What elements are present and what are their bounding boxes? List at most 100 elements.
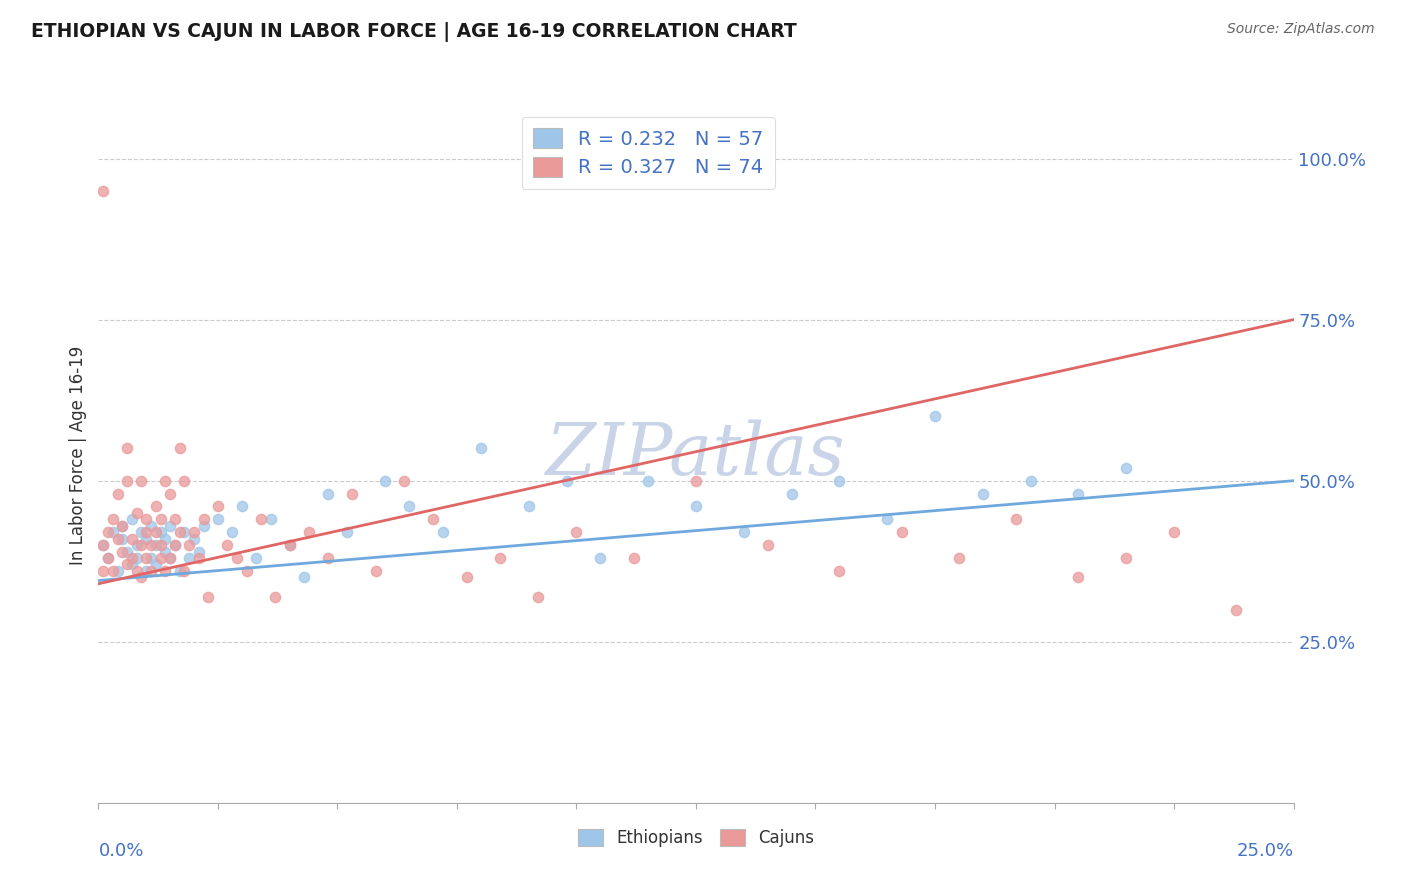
Point [187,544,209,558]
Point [489,551,512,566]
Point [685,474,707,488]
Point [139,564,162,578]
Text: 0.0%: 0.0% [98,842,143,860]
Point [149,551,172,566]
Point [565,525,588,540]
Point [1225,602,1247,616]
Point [107,564,129,578]
Point [155,532,177,546]
Point [173,474,195,488]
Point [948,551,970,566]
Point [924,409,946,424]
Point [149,512,172,526]
Point [890,525,912,540]
Point [155,544,177,558]
Point [101,564,124,578]
Point [115,558,138,572]
Point [207,500,229,514]
Point [163,512,186,526]
Point [159,551,181,566]
Point [733,525,755,540]
Point [972,486,994,500]
Point [131,474,153,488]
Point [163,538,186,552]
Point [637,474,659,488]
Point [179,551,201,566]
Point [131,570,153,584]
Point [149,538,172,552]
Point [207,512,229,526]
Point [111,518,134,533]
Point [139,551,162,566]
Point [828,474,851,488]
Point [169,525,191,540]
Point [173,564,195,578]
Point [517,500,540,514]
Point [1067,486,1090,500]
Point [125,506,148,520]
Point [876,512,898,526]
Text: Source: ZipAtlas.com: Source: ZipAtlas.com [1227,22,1375,37]
Point [259,512,281,526]
Point [135,512,157,526]
Point [555,474,578,488]
Point [125,551,148,566]
Point [527,590,550,604]
Point [432,525,454,540]
Point [340,486,363,500]
Text: 25.0%: 25.0% [1236,842,1294,860]
Point [135,564,157,578]
Point [292,570,315,584]
Point [131,538,153,552]
Point [1067,570,1090,584]
Point [121,512,143,526]
Point [298,525,321,540]
Point [217,538,239,552]
Point [131,525,153,540]
Point [163,538,186,552]
Point [398,500,420,514]
Point [187,551,209,566]
Point [1115,460,1137,475]
Point [115,544,138,558]
Point [623,551,645,566]
Text: ETHIOPIAN VS CAJUN IN LABOR FORCE | AGE 16-19 CORRELATION CHART: ETHIOPIAN VS CAJUN IN LABOR FORCE | AGE … [31,22,797,42]
Point [245,551,267,566]
Point [145,538,167,552]
Point [374,474,396,488]
Point [121,551,143,566]
Point [221,525,243,540]
Point [107,532,129,546]
Point [97,551,120,566]
Point [121,558,143,572]
Point [111,518,134,533]
Point [316,551,339,566]
Point [139,518,162,533]
Point [111,532,134,546]
Point [193,518,215,533]
Point [1019,474,1042,488]
Point [121,532,143,546]
Point [183,525,205,540]
Point [145,525,167,540]
Legend: Ethiopians, Cajuns: Ethiopians, Cajuns [571,822,821,854]
Point [1005,512,1028,526]
Point [183,532,205,546]
Point [470,442,492,456]
Point [155,474,177,488]
Point [101,525,124,540]
Point [173,525,195,540]
Point [155,564,177,578]
Point [159,551,181,566]
Point [125,564,148,578]
Point [159,486,181,500]
Point [394,474,416,488]
Point [91,184,114,198]
Point [179,538,201,552]
Point [97,551,120,566]
Point [278,538,301,552]
Point [197,590,219,604]
Point [145,558,167,572]
Point [91,538,114,552]
Point [456,570,478,584]
